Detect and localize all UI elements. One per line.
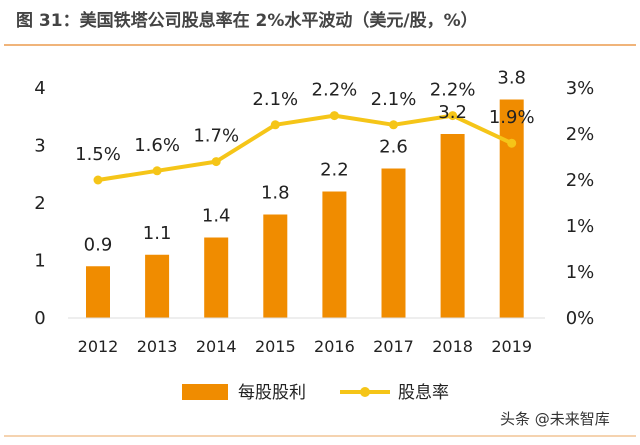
bottom-divider: [4, 435, 636, 437]
x-tick-label: 2014: [196, 337, 237, 356]
x-tick-label: 2015: [255, 337, 296, 356]
x-tick-label: 2013: [137, 337, 178, 356]
line-point: [329, 111, 339, 121]
legend-line-marker: [360, 387, 370, 397]
bar: [440, 134, 465, 318]
line-point: [389, 120, 398, 130]
bar-data-label: 2.6: [379, 137, 408, 158]
right-tick-label: 3%: [566, 78, 595, 99]
bar-data-label: 0.9: [84, 234, 113, 255]
right-tick-label: 2%: [566, 124, 595, 145]
title-divider: [4, 44, 636, 46]
legend-line-label: 股息率: [398, 383, 449, 403]
x-tick-label: 2018: [432, 337, 473, 356]
chart-title: 图 31：美国铁塔公司股息率在 2%水平波动（美元/股，%）: [16, 11, 478, 31]
x-tick-label: 2017: [373, 337, 414, 356]
x-tick-label: 2012: [78, 337, 119, 356]
x-tick-label: 2019: [491, 337, 532, 356]
bar: [145, 254, 170, 318]
line-point: [211, 157, 221, 167]
left-tick-label: 1: [34, 251, 45, 272]
line-point: [270, 120, 280, 130]
line-data-label: 1.5%: [75, 144, 121, 165]
bar-data-label: 3.2: [438, 102, 467, 123]
bar: [381, 168, 406, 318]
right-tick-label: 2%: [566, 170, 595, 191]
left-tick-label: 3: [34, 136, 45, 157]
bar: [263, 214, 288, 318]
right-tick-label: 1%: [566, 262, 595, 283]
line-data-label: 2.1%: [371, 89, 417, 110]
left-tick-label: 0: [34, 308, 45, 329]
line-data-label: 1.6%: [134, 135, 180, 156]
left-tick-label: 2: [34, 193, 45, 214]
bar-data-label: 1.4: [202, 206, 231, 227]
line-data-label: 1.9%: [489, 107, 535, 128]
line-data-label: 1.7%: [193, 126, 239, 147]
line-point: [152, 166, 162, 176]
right-tick-label: 0%: [566, 308, 595, 329]
line-series: [97, 113, 513, 182]
legend-bar-label: 每股股利: [238, 383, 306, 403]
bar-data-label: 1.1: [143, 223, 172, 244]
right-tick-label: 1%: [566, 216, 595, 237]
line-data-label: 2.2%: [430, 80, 476, 101]
bar-data-label: 2.2: [320, 160, 349, 181]
bar: [86, 266, 110, 318]
line-point: [93, 175, 103, 185]
left-tick-label: 4: [34, 78, 45, 99]
line-data-label: 2.1%: [252, 89, 298, 110]
watermark: 头条 @未来智库: [500, 410, 610, 428]
bar-data-label: 1.8: [261, 183, 290, 204]
line-data-label: 2.2%: [312, 80, 358, 101]
bar-data-label: 3.8: [497, 68, 526, 89]
line-point: [448, 111, 458, 121]
bar: [204, 237, 229, 318]
line-point: [507, 138, 517, 148]
bar: [499, 99, 524, 318]
legend-bar-swatch: [182, 384, 228, 400]
bar: [322, 191, 347, 318]
x-tick-label: 2016: [314, 337, 355, 356]
